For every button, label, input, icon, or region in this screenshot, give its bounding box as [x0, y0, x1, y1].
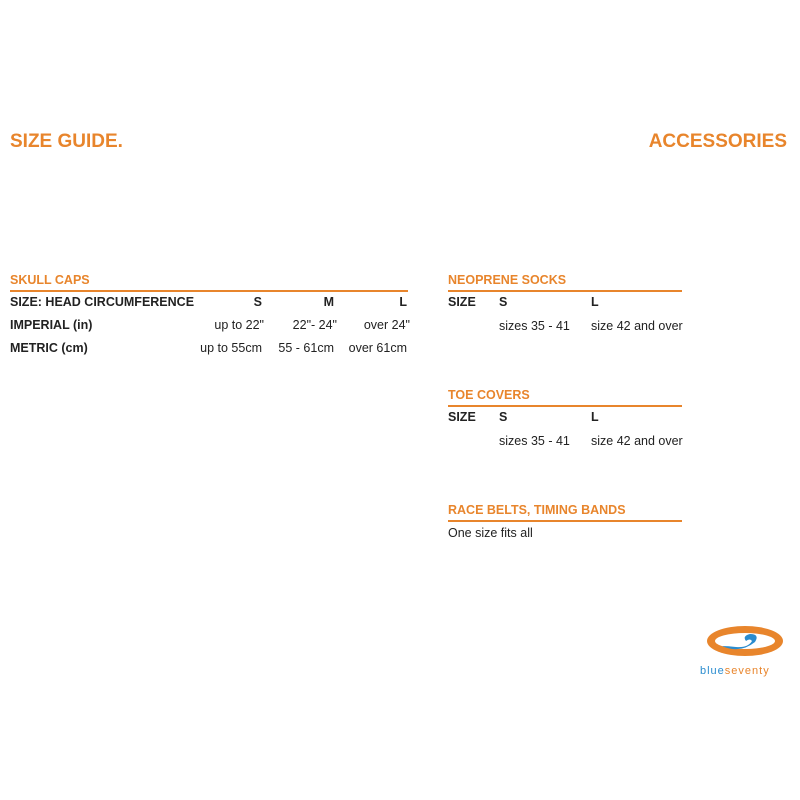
section-title: NEOPRENE SOCKS [448, 273, 567, 287]
divider [448, 405, 682, 407]
divider [448, 520, 682, 522]
cell: sizes 35 - 41 [499, 319, 570, 333]
row-label: IMPERIAL (in) [10, 318, 93, 332]
header-cell: L [591, 295, 599, 309]
size-guide-title: SIZE GUIDE. [10, 131, 123, 152]
header-cell: SIZE [448, 410, 476, 424]
header-cell: SIZE [448, 295, 476, 309]
cell: over 24" [363, 318, 410, 332]
section-title: RACE BELTS, TIMING BANDS [448, 503, 626, 517]
cell: over 61cm [348, 341, 407, 355]
cell: up to 55cm [200, 341, 262, 355]
header-cell: L [591, 410, 599, 424]
note-text: One size fits all [448, 526, 533, 540]
header-cell: S [499, 410, 508, 424]
divider [10, 290, 408, 292]
wave-logo-icon [707, 626, 783, 656]
logo-text-orange: seventy [724, 665, 770, 677]
row-label: METRIC (cm) [10, 341, 88, 355]
divider [448, 290, 682, 292]
header-cell: M [323, 295, 334, 309]
cell: 55 - 61cm [278, 341, 334, 355]
header-cell: L [399, 295, 407, 309]
section-title: SKULL CAPS [10, 273, 90, 287]
section-title: TOE COVERS [448, 388, 530, 402]
header-cell: SIZE: HEAD CIRCUMFERENCE [10, 295, 195, 309]
cell: up to 22" [214, 318, 264, 332]
cell: 22"- 24" [292, 318, 337, 332]
cell: size 42 and over [591, 319, 683, 333]
logo-text: blueseventy [700, 665, 792, 677]
blueseventy-logo: blueseventy [700, 624, 792, 680]
cell: sizes 35 - 41 [499, 434, 570, 448]
cell: size 42 and over [591, 434, 683, 448]
accessories-title: ACCESSORIES [648, 131, 787, 152]
logo-text-blue: blue [700, 665, 725, 677]
header-cell: S [499, 295, 508, 309]
header-cell: S [253, 295, 262, 309]
